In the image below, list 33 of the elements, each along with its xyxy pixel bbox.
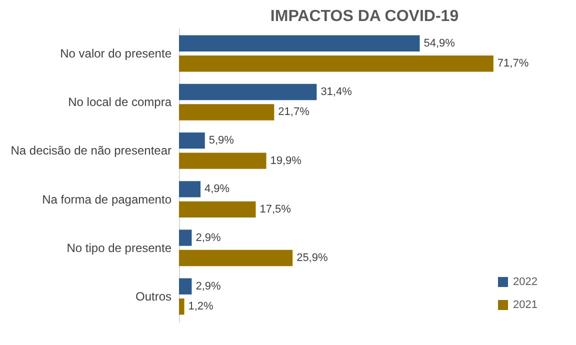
y-tick-label: Na decisão de não presentear [10, 144, 172, 158]
data-label: 25,9% [296, 252, 328, 264]
legend-label: 2022 [513, 276, 538, 288]
bar [179, 35, 420, 52]
bar [179, 230, 192, 246]
data-label: 19,9% [270, 154, 302, 167]
data-label: 5,9% [208, 134, 234, 147]
data-label: 71,7% [497, 58, 529, 70]
bar [179, 84, 317, 100]
y-tick-label: No local de compra [68, 95, 172, 110]
data-label: 2,9% [196, 280, 222, 292]
bar [179, 152, 266, 169]
bar [179, 250, 293, 266]
bar [179, 181, 200, 198]
legend-label: 2021 [513, 299, 538, 311]
bar [179, 56, 494, 72]
data-label: 54,9% [424, 37, 456, 50]
data-label: 31,4% [320, 86, 352, 98]
bar [179, 298, 184, 315]
y-tick-label: Na forma de pagamento [42, 192, 172, 206]
data-label: 4,9% [204, 183, 230, 196]
bar [179, 132, 205, 149]
y-tick-label: No tipo de presente [66, 240, 172, 255]
data-label: 1,2% [188, 300, 214, 313]
chart-title: IMPACTOS DA COVID-19 [270, 8, 459, 25]
y-tick-label: Outros [135, 289, 172, 304]
data-label: 21,7% [278, 106, 310, 118]
bar [179, 278, 192, 294]
data-label: 2,9% [196, 232, 222, 244]
y-tick-label: No valor do presente [60, 46, 172, 61]
bar [179, 201, 256, 218]
bar [179, 104, 274, 120]
data-label: 17,5% [260, 203, 292, 216]
